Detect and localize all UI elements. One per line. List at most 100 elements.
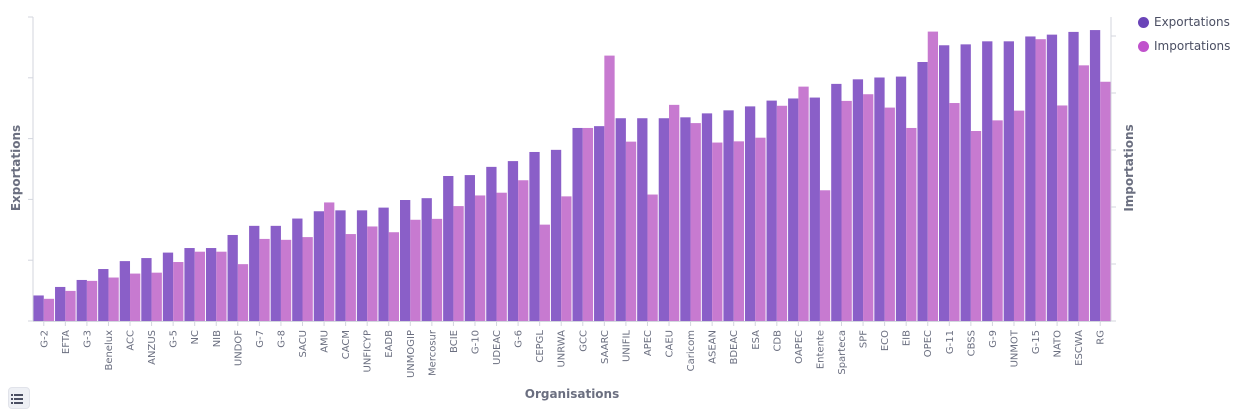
bar-exportations-rg[interactable] [1089, 30, 1101, 321]
bar-exportations-mercosur[interactable] [421, 198, 432, 321]
bar-importations-udeac[interactable] [496, 192, 507, 321]
bar-importations-mercosur[interactable] [431, 218, 443, 321]
bar-exportations-cdb[interactable] [766, 100, 777, 321]
bar-exportations-eadb[interactable] [378, 207, 389, 321]
bar-importations-caeu[interactable] [669, 104, 680, 321]
bar-importations-spf[interactable] [863, 94, 874, 321]
bar-importations-eadb[interactable] [388, 232, 400, 321]
bar-importations-caricom[interactable] [690, 123, 701, 321]
bar-exportations-unmot[interactable] [1003, 41, 1014, 321]
bar-exportations-anzus[interactable] [141, 258, 152, 321]
bar-exportations-esa[interactable] [744, 106, 756, 321]
bar-exportations-opec[interactable] [917, 61, 928, 322]
bar-exportations-sparteca[interactable] [831, 83, 842, 321]
bar-exportations-amu[interactable] [313, 211, 325, 321]
bar-exportations-entente[interactable] [809, 97, 820, 321]
bar-exportations-caeu[interactable] [658, 118, 670, 321]
bar-importations-bdeac[interactable] [733, 141, 744, 321]
bar-exportations-g-7[interactable] [249, 225, 260, 321]
bar-exportations-sacu[interactable] [292, 218, 303, 321]
bar-exportations-udeac[interactable] [486, 166, 497, 321]
bar-exportations-g-10[interactable] [464, 175, 475, 321]
bar-exportations-nc[interactable] [184, 248, 195, 321]
bar-importations-benelux[interactable] [108, 277, 119, 321]
bar-exportations-g-2[interactable] [33, 295, 44, 321]
bar-exportations-benelux[interactable] [98, 269, 109, 321]
bar-importations-asean[interactable] [712, 142, 723, 321]
bar-importations-unficyp[interactable] [367, 226, 378, 321]
bar-exportations-g-15[interactable] [1025, 36, 1036, 322]
bar-importations-oapec[interactable] [798, 86, 809, 322]
bar-importations-opec[interactable] [927, 31, 939, 322]
bar-exportations-caricom[interactable] [680, 117, 691, 321]
bar-importations-anzus[interactable] [151, 272, 162, 321]
bar-importations-eco[interactable] [884, 107, 895, 321]
bar-importations-undof[interactable] [237, 264, 249, 321]
bar-exportations-g-9[interactable] [982, 41, 993, 321]
bar-importations-g-9[interactable] [992, 120, 1003, 321]
bar-importations-cepgl[interactable] [539, 224, 550, 321]
bar-importations-g-6[interactable] [518, 180, 529, 321]
bar-exportations-g-5[interactable] [162, 252, 174, 321]
bar-exportations-spf[interactable] [852, 79, 864, 321]
bar-importations-g-11[interactable] [949, 103, 960, 321]
bar-importations-cacm[interactable] [345, 234, 356, 321]
bar-exportations-gcc[interactable] [572, 127, 583, 322]
bar-exportations-g-3[interactable] [76, 279, 87, 321]
bar-importations-entente[interactable] [819, 190, 831, 321]
bar-exportations-eib[interactable] [895, 76, 907, 321]
bar-exportations-eco[interactable] [874, 77, 885, 322]
bar-exportations-saarc[interactable] [594, 126, 605, 321]
bar-exportations-cacm[interactable] [335, 210, 346, 321]
bar-importations-g-3[interactable] [86, 280, 98, 321]
bar-importations-escwa[interactable] [1078, 65, 1089, 321]
bar-importations-sparteca[interactable] [841, 100, 852, 322]
bar-importations-amu[interactable] [324, 202, 335, 321]
bar-importations-eib[interactable] [906, 127, 917, 322]
bar-importations-unifil[interactable] [625, 141, 637, 321]
bar-exportations-efta[interactable] [55, 286, 66, 321]
bar-importations-efta[interactable] [65, 290, 76, 321]
bar-exportations-unrwa[interactable] [550, 149, 562, 321]
bar-exportations-unficyp[interactable] [356, 210, 368, 321]
bar-importations-g-10[interactable] [474, 195, 486, 321]
legend-item-importations[interactable]: Importations [1138, 34, 1230, 58]
bar-importations-nc[interactable] [194, 251, 205, 321]
bar-exportations-apec[interactable] [637, 118, 648, 321]
bar-exportations-undof[interactable] [227, 234, 238, 321]
bar-exportations-bcie[interactable] [443, 175, 454, 321]
bar-importations-bcie[interactable] [453, 206, 464, 321]
bar-importations-unmot[interactable] [1013, 110, 1025, 321]
bar-exportations-unmogip[interactable] [400, 200, 411, 321]
bar-exportations-g-8[interactable] [270, 225, 281, 321]
bar-exportations-oapec[interactable] [788, 98, 799, 321]
bar-exportations-asean[interactable] [701, 113, 713, 322]
bar-exportations-cepgl[interactable] [529, 151, 540, 321]
bar-importations-esa[interactable] [755, 137, 766, 321]
bar-importations-cbss[interactable] [970, 131, 982, 321]
bar-exportations-escwa[interactable] [1068, 31, 1079, 322]
bar-importations-cdb[interactable] [776, 105, 788, 322]
bar-importations-g-5[interactable] [173, 262, 184, 321]
bar-importations-gcc[interactable] [582, 127, 594, 322]
bar-importations-g-7[interactable] [259, 238, 270, 321]
bar-importations-rg[interactable] [1100, 81, 1111, 321]
bar-exportations-unifil[interactable] [615, 118, 626, 321]
legend-item-exportations[interactable]: Exportations [1138, 10, 1230, 34]
bar-importations-nato[interactable] [1057, 105, 1068, 322]
bar-importations-unmogip[interactable] [410, 219, 421, 321]
bar-exportations-nib[interactable] [205, 248, 217, 321]
legend-toggle-button[interactable] [8, 387, 30, 409]
bar-importations-nib[interactable] [216, 251, 227, 321]
bar-importations-acc[interactable] [130, 273, 141, 321]
bar-exportations-g-11[interactable] [939, 45, 950, 322]
bar-importations-unrwa[interactable] [561, 196, 572, 321]
bar-importations-g-2[interactable] [43, 298, 55, 321]
bar-exportations-cbss[interactable] [960, 44, 971, 322]
bar-importations-g-15[interactable] [1035, 39, 1046, 321]
bar-exportations-acc[interactable] [119, 261, 131, 321]
bar-importations-sacu[interactable] [302, 237, 313, 321]
bar-importations-g-8[interactable] [280, 239, 292, 321]
bar-exportations-bdeac[interactable] [723, 110, 734, 321]
bar-exportations-nato[interactable] [1046, 34, 1058, 321]
